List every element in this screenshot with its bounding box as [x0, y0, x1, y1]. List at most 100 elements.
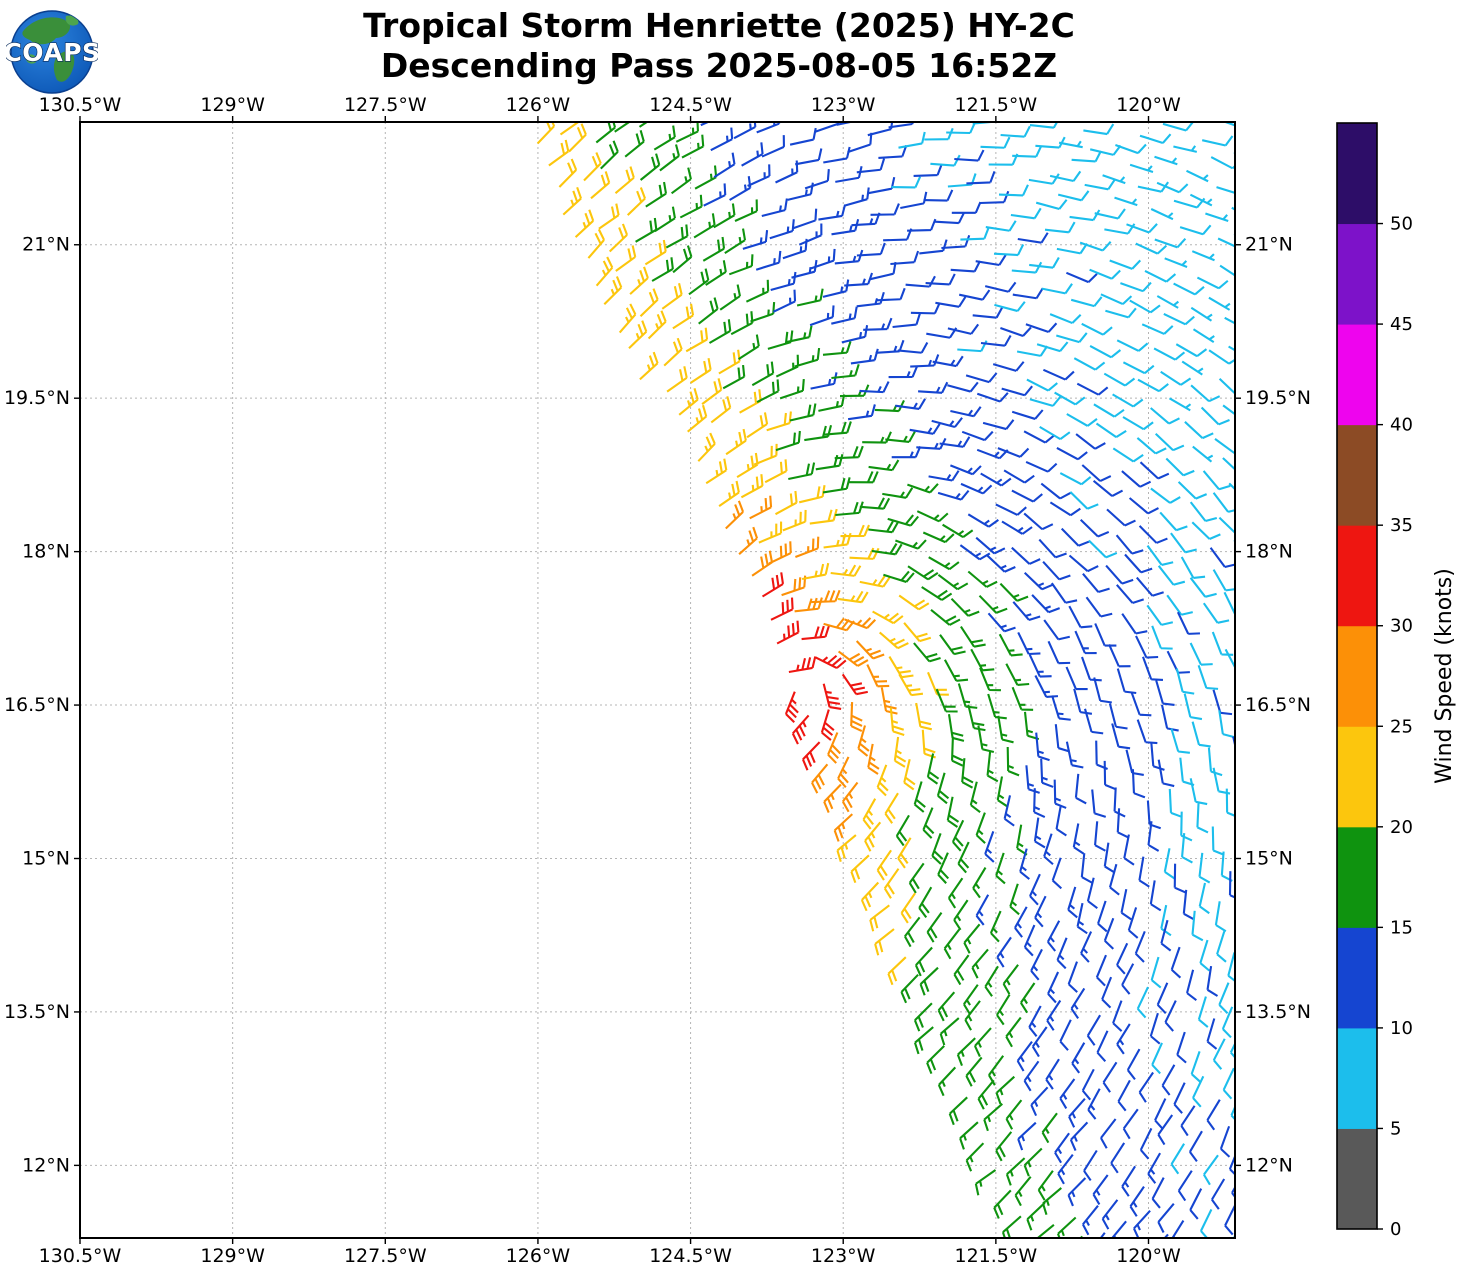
- wind-barb: [1069, 491, 1099, 510]
- wind-barb: [1026, 1202, 1046, 1231]
- wind-barb: [947, 381, 979, 393]
- wind-barb: [1076, 902, 1088, 935]
- wind-barb: [1136, 719, 1158, 745]
- wind-barb: [941, 234, 971, 250]
- wind-barb: [884, 792, 899, 824]
- wind-barb: [1231, 1171, 1235, 1203]
- wind-barb: [1043, 833, 1054, 866]
- wind-barb: [1197, 664, 1219, 690]
- wind-barb: [1260, 358, 1282, 377]
- wind-barb: [1117, 1079, 1131, 1112]
- wind-barb: [1070, 987, 1086, 1019]
- wind-barb: [1025, 765, 1040, 794]
- wind-barb: [1001, 1215, 1022, 1238]
- wind-barb: [1057, 1153, 1074, 1185]
- wind-barb: [1083, 123, 1115, 136]
- x-axis-tick-label-top: 121.5°W: [955, 94, 1038, 116]
- wind-barb: [951, 819, 965, 852]
- wind-barb: [1191, 521, 1221, 540]
- axes: 130.5°W 130.5°W 129°W 129°W 127.5°W 127.5°W 12…: [4, 94, 1311, 1264]
- wind-barb: [770, 271, 797, 292]
- wind-barb: [966, 171, 996, 185]
- wind-barb: [784, 691, 799, 724]
- wind-barb: [559, 122, 582, 136]
- colorbar-tick-label: 0: [1390, 1219, 1401, 1240]
- colorbar-tick-label: 30: [1390, 616, 1413, 637]
- wind-barb: [835, 501, 864, 517]
- wind-barb: [690, 357, 712, 384]
- colorbar-segment: [1337, 525, 1377, 627]
- wind-barb: [841, 673, 868, 696]
- x-axis-tick-label-bottom: 121.5°W: [955, 1245, 1038, 1264]
- wind-barb: [1051, 695, 1071, 721]
- wind-barb: [985, 220, 1017, 232]
- wind-barb: [745, 279, 770, 303]
- wind-barb: [836, 834, 857, 862]
- wind-barb: [942, 523, 974, 539]
- wind-barb: [967, 570, 998, 588]
- wind-barb: [666, 366, 688, 393]
- wind-barb: [1080, 853, 1093, 884]
- wind-barb: [1151, 625, 1173, 650]
- wind-barb: [815, 454, 844, 471]
- wind-barb: [1103, 372, 1136, 387]
- wind-barb: [1161, 1064, 1176, 1096]
- wind-barb: [834, 445, 864, 460]
- wind-barb: [947, 323, 980, 335]
- colorbar-segment: [1337, 927, 1377, 1029]
- wind-barb: [1120, 888, 1132, 921]
- wind-barb: [918, 886, 933, 918]
- wind-barb: [923, 189, 954, 202]
- wind-barb: [847, 404, 876, 421]
- wind-barb: [1168, 788, 1183, 818]
- wind-barb: [1192, 328, 1215, 344]
- wind-barb: [1146, 544, 1174, 566]
- wind-barb: [1207, 747, 1223, 777]
- wind-barb: [1159, 511, 1188, 532]
- y-axis-tick-label-right: 13.5°N: [1245, 1001, 1311, 1023]
- wind-barb: [1101, 1199, 1119, 1230]
- wind-barb: [1150, 742, 1165, 771]
- wind-barb: [1263, 155, 1287, 169]
- plot-subtitle: Descending Pass 2025-08-05 16:52Z: [380, 46, 1058, 86]
- wind-barb: [1180, 811, 1193, 842]
- wind-barb: [1206, 965, 1219, 997]
- wind-barb: [1228, 345, 1235, 360]
- wind-barb: [1220, 851, 1233, 882]
- wind-barb: [932, 355, 964, 368]
- wind-barb: [1094, 821, 1106, 852]
- wind-barb: [624, 130, 645, 158]
- wind-barb: [974, 1169, 997, 1196]
- wind-barb: [1245, 441, 1274, 467]
- wind-barb: [1189, 193, 1213, 207]
- wind-barb: [1242, 972, 1257, 1002]
- wind-barb: [957, 683, 978, 709]
- wind-barb: [937, 489, 970, 501]
- x-axis-tick-label-top: 130.5°W: [39, 94, 122, 116]
- wind-barb: [1093, 677, 1112, 704]
- wind-barb: [1196, 276, 1229, 290]
- wind-barb: [951, 736, 964, 767]
- wind-barb: [1054, 724, 1070, 753]
- wind-barb: [915, 702, 933, 731]
- wind-barb: [937, 991, 956, 1022]
- wind-barb: [1056, 243, 1088, 255]
- colorbar-border: [1336, 122, 1378, 1230]
- colorbar-tick-label: 10: [1390, 1018, 1413, 1039]
- x-axis-tick-label-top: 127.5°W: [344, 94, 427, 116]
- wind-barb: [574, 209, 595, 238]
- wind-barb: [1112, 447, 1144, 463]
- wind-barb: [1016, 345, 1049, 357]
- wind-barb: [855, 640, 885, 660]
- wind-barb: [913, 163, 943, 177]
- colorbar-segment: [1337, 1128, 1377, 1230]
- wind-barb: [1150, 208, 1174, 221]
- wind-barb: [1089, 344, 1122, 359]
- wind-barb: [675, 122, 699, 143]
- wind-barb: [1127, 907, 1139, 939]
- wind-barb: [1237, 277, 1267, 301]
- wind-barb: [1201, 135, 1234, 147]
- wind-barb: [595, 122, 617, 144]
- wind-barb: [977, 725, 995, 754]
- wind-barb: [910, 302, 941, 315]
